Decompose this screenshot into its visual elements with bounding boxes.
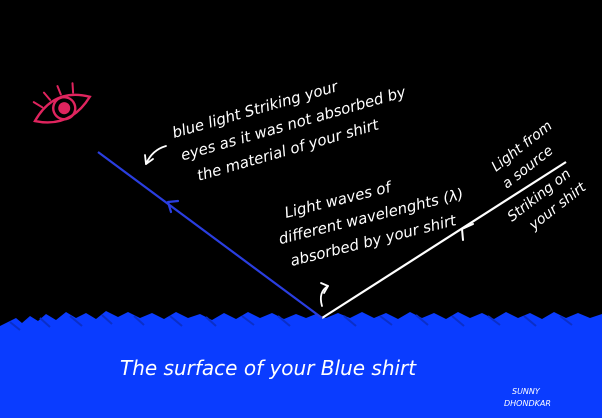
signature-line-1: SUNNY <box>512 387 541 396</box>
absorption-arrow-head <box>320 282 329 294</box>
curved-arrow-icon <box>145 145 167 165</box>
signature-line-2: DHONDKAR <box>504 399 551 408</box>
curved-arrow-head <box>144 154 154 165</box>
surface-label: The surface of your Blue shirt <box>120 356 417 380</box>
shirt-surface <box>0 311 602 418</box>
reflected-ray-arrowhead <box>166 199 180 214</box>
incident-light-ray <box>321 161 567 319</box>
incident-ray-arrowhead <box>461 223 474 241</box>
eye-note: blue light Striking your eyes as it was … <box>170 77 409 185</box>
reflected-blue-ray <box>97 151 323 319</box>
shirt-surface-texture <box>9 314 573 331</box>
absorbed-note: Light waves of different wavelenghts (λ)… <box>277 177 466 269</box>
eye-icon <box>32 82 92 124</box>
